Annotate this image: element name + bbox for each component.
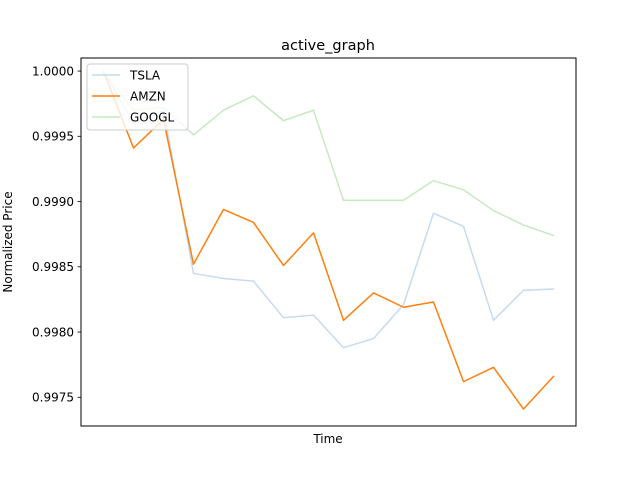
y-axis-label: Normalized Price xyxy=(1,191,15,292)
y-tick-label: 0.9990 xyxy=(32,195,74,209)
plot-area-frame xyxy=(80,57,577,427)
y-tick-label: 0.9980 xyxy=(32,325,74,339)
chart-title: active_graph xyxy=(281,38,375,54)
y-tick-label: 0.9995 xyxy=(32,130,74,144)
x-axis-label: Time xyxy=(312,432,342,446)
legend-label-googl: GOOGL xyxy=(130,110,174,124)
legend-label-tsla: TSLA xyxy=(129,68,161,82)
y-tick-label: 0.9975 xyxy=(32,391,74,405)
legend-box xyxy=(86,63,189,131)
y-tick-label: 1.0000 xyxy=(32,64,74,78)
y-tick-label: 0.9985 xyxy=(32,260,74,274)
legend-label-amzn: AMZN xyxy=(130,89,166,103)
series-line-amzn xyxy=(102,70,555,410)
legend: TSLA AMZN GOOGL xyxy=(86,63,189,131)
y-axis-ticks: 0.9975 0.9980 0.9985 0.9990 0.9995 1.0000 xyxy=(32,64,81,405)
